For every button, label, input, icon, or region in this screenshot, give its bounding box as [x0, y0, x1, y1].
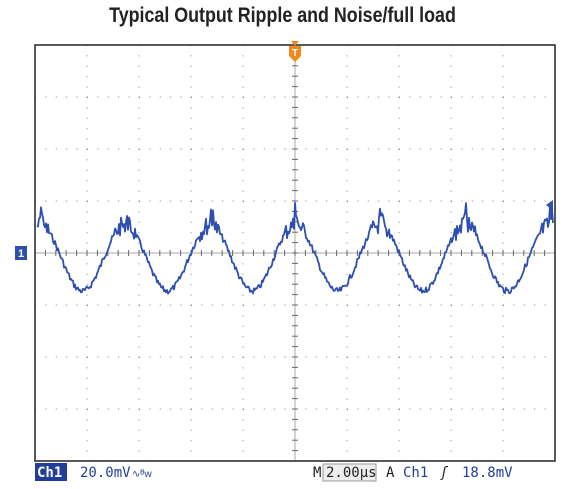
status-time-scale: 2.00µs: [326, 465, 377, 481]
scope-screen: T 1 Ch1 20.0mV ∿ᴮw M 2.00µs A Ch1 ʃ 18.8…: [0, 0, 565, 489]
status-scale: 20.0mV: [80, 465, 131, 481]
status-trigger-channel: Ch1: [403, 465, 428, 481]
page: Typical Output Ripple and Noise/full loa…: [0, 0, 565, 489]
status-trigger-level: 18.8mV: [462, 465, 513, 481]
status-trigger-mode: A: [386, 465, 395, 481]
status-time-prefix: M: [313, 465, 321, 481]
slope-icon: ʃ: [440, 465, 449, 481]
channel-marker: 1: [18, 248, 24, 260]
grid: [35, 45, 555, 461]
status-channel: Ch1: [37, 465, 62, 481]
trigger-marker: T: [292, 48, 298, 59]
bw-icon: ∿ᴮw: [132, 469, 153, 480]
